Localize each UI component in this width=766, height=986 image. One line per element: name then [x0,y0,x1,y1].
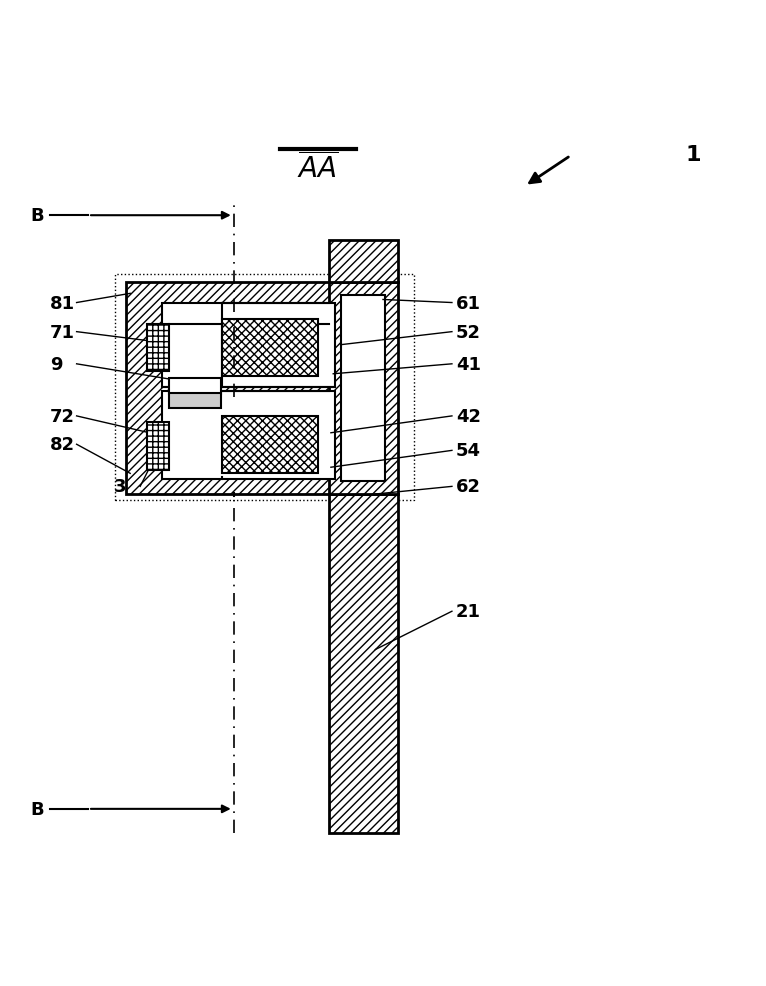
Bar [329,495,398,833]
Bar [126,283,368,495]
Bar [341,296,385,481]
Bar [147,423,169,470]
Text: B: B [30,800,44,818]
Bar [169,393,221,409]
Text: 9: 9 [50,355,62,374]
Text: 82: 82 [50,436,75,454]
Bar [162,391,335,479]
Bar [329,283,398,495]
Text: $\overline{AA}$: $\overline{AA}$ [297,152,339,183]
Bar [222,319,318,377]
Text: 21: 21 [456,602,481,620]
Text: 61: 61 [456,294,481,313]
Bar [222,416,318,474]
Text: 72: 72 [50,407,75,426]
Text: 1: 1 [686,145,701,165]
Bar [329,241,398,283]
Bar [162,304,335,387]
Bar [115,275,414,501]
Bar [147,324,169,372]
Text: 54: 54 [456,442,481,459]
Text: 71: 71 [50,323,75,341]
Text: 81: 81 [50,294,75,313]
Text: 42: 42 [456,407,481,426]
Bar [169,379,221,395]
Text: 52: 52 [456,323,481,341]
Text: B: B [30,207,44,225]
Text: 3: 3 [113,478,126,496]
Text: 41: 41 [456,355,481,374]
Text: 62: 62 [456,478,481,496]
